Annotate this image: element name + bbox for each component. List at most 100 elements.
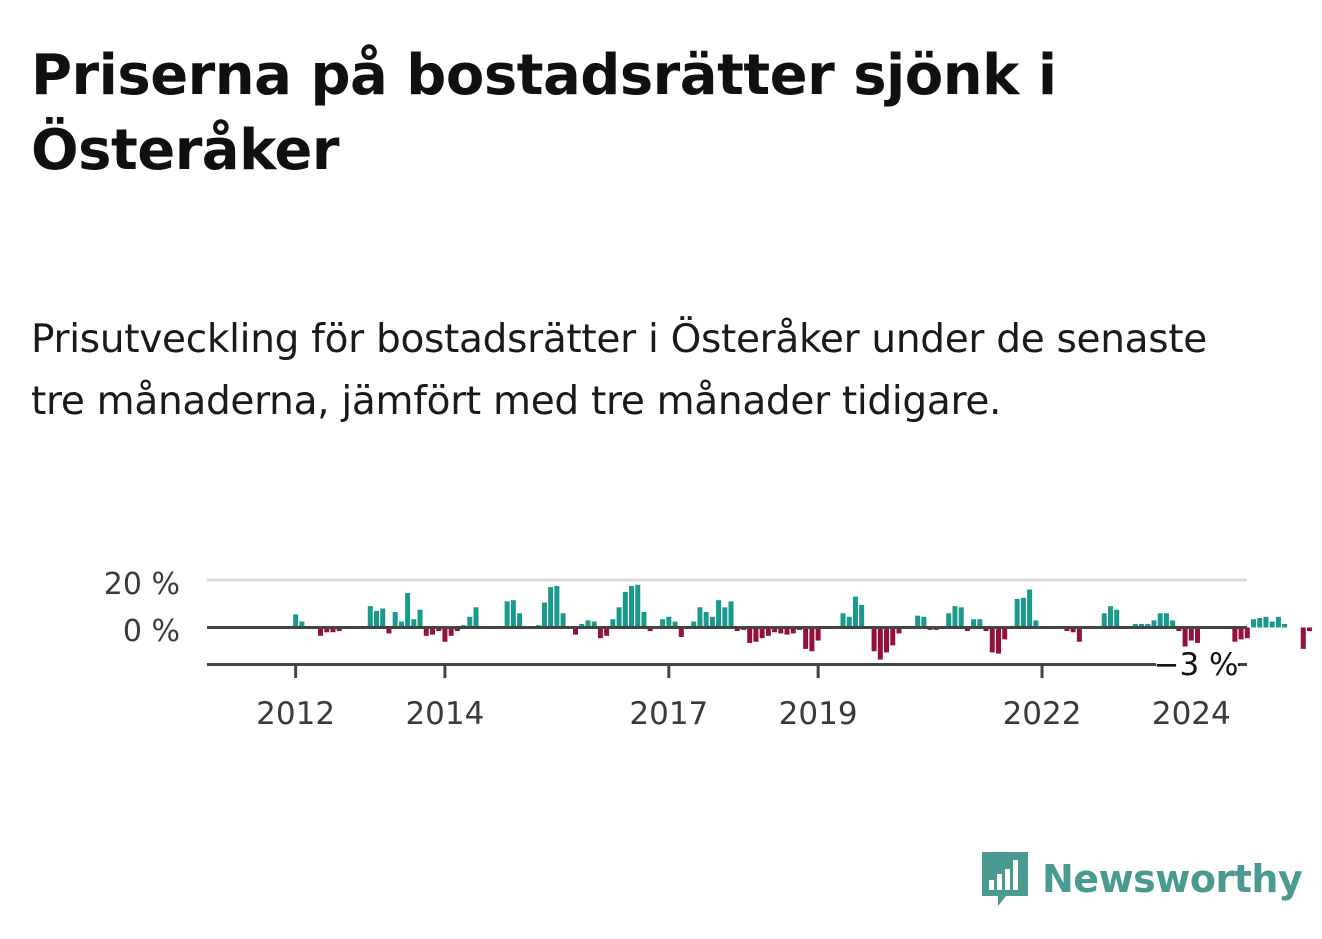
bar xyxy=(884,627,890,653)
bar xyxy=(560,613,566,628)
bar xyxy=(1275,616,1281,628)
bar xyxy=(952,606,958,628)
bar xyxy=(672,621,678,628)
bar xyxy=(597,627,603,639)
bar xyxy=(1282,623,1288,628)
x-tick-label: 2017 xyxy=(629,696,708,732)
bar xyxy=(977,619,983,628)
bar xyxy=(678,627,684,637)
y-axis-labels: 20 % 0 % xyxy=(104,567,180,649)
bar xyxy=(436,627,442,632)
bar xyxy=(579,623,585,628)
bar xyxy=(989,627,995,653)
x-tick-label: 2022 xyxy=(1003,696,1082,732)
bar xyxy=(517,613,523,628)
bar xyxy=(1307,627,1312,632)
bar xyxy=(852,596,858,628)
bar xyxy=(411,619,417,628)
last-value-label-bg xyxy=(1156,648,1238,684)
x-tick-label: 2014 xyxy=(405,696,484,732)
bar xyxy=(1014,599,1020,628)
bar xyxy=(778,627,784,634)
bar xyxy=(573,627,579,635)
bar xyxy=(1027,589,1033,628)
bar xyxy=(915,615,921,628)
bar xyxy=(1244,627,1250,639)
bar xyxy=(871,627,877,652)
bar xyxy=(809,627,815,652)
bar xyxy=(709,616,715,628)
bar xyxy=(896,627,902,634)
bar xyxy=(1151,620,1157,628)
bar xyxy=(716,600,722,628)
bar xyxy=(392,612,398,628)
bar xyxy=(1269,621,1275,628)
bar xyxy=(554,585,560,628)
bar xyxy=(703,612,709,628)
bar xyxy=(846,616,852,628)
bar xyxy=(622,591,628,628)
bar xyxy=(504,601,510,628)
bar xyxy=(859,604,865,628)
bar xyxy=(1300,627,1306,649)
bar xyxy=(1145,623,1151,628)
chart-subtitle: Prisutveckling för bostadsrätter i Öster… xyxy=(31,317,1207,424)
bar xyxy=(1076,627,1082,642)
bar xyxy=(635,584,641,628)
bar xyxy=(473,607,479,628)
bar xyxy=(747,627,753,643)
bar xyxy=(417,609,423,628)
bar xyxy=(765,627,771,636)
bar xyxy=(629,585,635,628)
bar xyxy=(1263,616,1269,628)
bar xyxy=(299,621,305,628)
bar xyxy=(784,627,790,635)
bar xyxy=(1188,627,1194,641)
bar xyxy=(759,627,765,639)
bar xyxy=(753,627,759,642)
bar xyxy=(1195,627,1201,643)
bar xyxy=(448,627,454,636)
bar-chart: 20 % 0 % 2012 2014 2017 2019 2022 2024 −3 % xyxy=(104,567,1312,732)
y-tick-label-20: 20 % xyxy=(104,567,180,602)
bar xyxy=(1176,627,1182,632)
bar xyxy=(734,627,740,632)
bar xyxy=(386,627,392,634)
x-tick-label: 2019 xyxy=(779,696,858,732)
bar xyxy=(398,621,404,628)
page-title: Priserna på bostadsrätter sjönk i Österå… xyxy=(31,43,1057,183)
bar xyxy=(1182,627,1188,647)
bar xyxy=(877,627,883,660)
bar xyxy=(616,607,622,628)
bar xyxy=(467,616,473,628)
bar xyxy=(641,612,647,628)
bar xyxy=(790,627,796,634)
bar xyxy=(423,627,429,636)
bar xyxy=(660,619,666,628)
bar xyxy=(964,627,970,632)
bar xyxy=(728,601,734,628)
bar xyxy=(585,620,591,628)
bar xyxy=(1232,627,1238,642)
bar xyxy=(442,627,448,642)
bar xyxy=(697,607,703,628)
bar xyxy=(510,600,516,628)
x-tick-label: 2012 xyxy=(256,696,335,732)
bar xyxy=(1107,606,1113,628)
bar xyxy=(318,627,324,636)
bar xyxy=(1114,609,1120,628)
bar xyxy=(1132,623,1138,628)
bar xyxy=(772,627,778,633)
bar xyxy=(666,616,672,628)
bar xyxy=(996,627,1001,654)
bar xyxy=(1101,613,1107,628)
y-tick-label-0: 0 % xyxy=(123,614,180,649)
bar xyxy=(454,627,460,632)
bar xyxy=(548,587,554,628)
bar xyxy=(890,627,896,646)
bar xyxy=(336,627,342,632)
newsworthy-logo: Newsworthy xyxy=(980,850,1303,908)
bar xyxy=(1002,627,1008,640)
brand-name: Newsworthy xyxy=(1042,857,1303,901)
x-axis-ticks: 2012 2014 2017 2019 2022 2024 xyxy=(256,664,1231,732)
